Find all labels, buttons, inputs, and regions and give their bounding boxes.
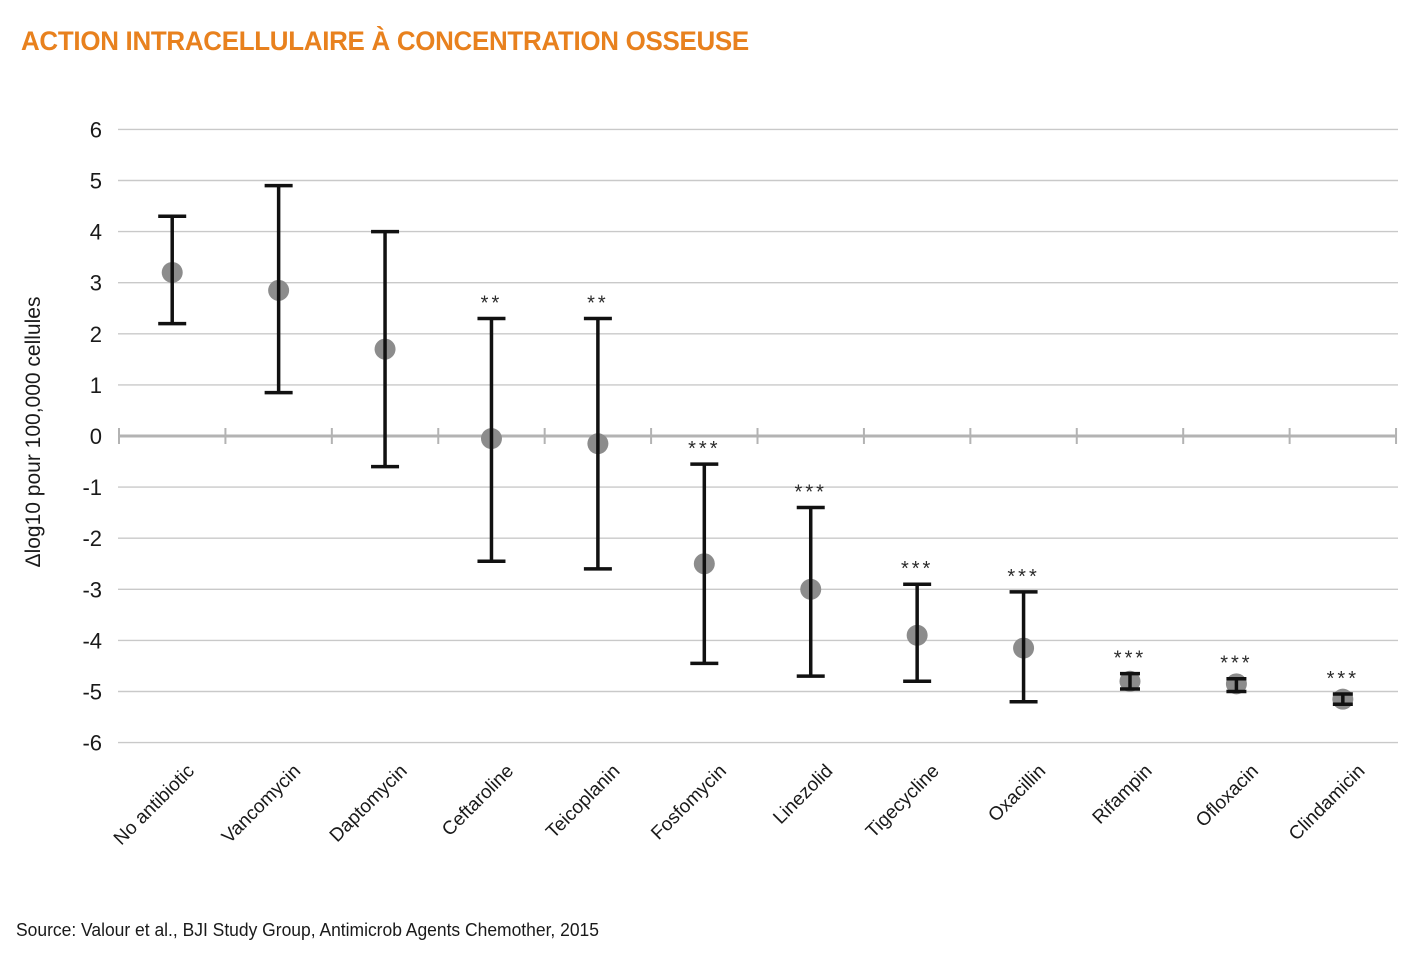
significance-label: *** [795,482,827,504]
significance-label: *** [901,558,933,580]
data-point-tigecycline: *** [901,558,933,684]
x-category-label: Oxacillin [984,761,1050,827]
chart-title: ACTION INTRACELLULAIRE À CONCENTRATION O… [21,26,749,56]
x-category-label: Rifampin [1089,761,1157,829]
y-tick-label: -4 [82,628,102,653]
x-category-label: Vancomycin [218,761,305,848]
significance-label: ** [587,292,609,314]
x-category-label: Linezolid [769,761,837,829]
significance-label: *** [688,438,720,460]
gridlines [118,128,1398,744]
data-point-ofloxacin: *** [1220,653,1252,695]
y-tick-label: -1 [82,475,102,500]
data-point-no-antibiotic [158,214,187,326]
significance-label: *** [1327,668,1359,690]
y-tick-label: 2 [90,322,102,347]
data-point-fosfomycin: *** [688,438,720,666]
data-point-clindamicin: *** [1327,668,1359,710]
data-point-rifampin: *** [1114,648,1146,692]
y-tick-label: 3 [90,271,102,296]
y-tick-label: -5 [82,680,102,705]
y-tick-label: 4 [90,220,102,245]
source-text: Source: Valour et al., BJI Study Group, … [16,920,599,940]
data-point-ceftaroline: ** [477,292,506,563]
y-tick-label: 6 [90,117,102,142]
significance-label: *** [1114,648,1146,670]
x-category-label: Clindamicin [1285,761,1369,845]
y-axis-title: Δlog10 pour 100,000 cellules [22,297,45,568]
x-axis [118,428,1398,444]
data-point-vancomycin [264,183,293,395]
data-point-teicoplanin: ** [583,292,612,571]
y-tick-label: -6 [82,731,102,756]
y-tick-label: 0 [90,424,102,449]
x-category-label: No antibiotic [110,761,199,850]
significance-label: ** [481,292,503,314]
significance-label: *** [1220,653,1252,675]
y-tick-label: 1 [90,373,102,398]
x-category-label: Ceftaroline [438,761,518,841]
data-point-linezolid: *** [795,482,827,678]
y-tick-label: 5 [90,169,102,194]
y-tick-label: -2 [82,526,102,551]
x-category-label: Teicoplanin [542,761,624,843]
data-point-oxacillin: *** [1007,566,1039,704]
x-category-label: Ofloxacin [1192,761,1263,832]
data-point-daptomycin [371,229,400,469]
x-category-label: Tigecycline [862,761,944,843]
x-category-label: Daptomycin [326,761,412,847]
y-tick-label: -3 [82,577,102,602]
x-category-label: Fosfomycin [647,761,731,845]
significance-label: *** [1007,566,1039,588]
y-axis-tick-labels: 6 5 4 3 2 1 0 -1 -2 -3 -4 -5 -6 [82,117,102,755]
